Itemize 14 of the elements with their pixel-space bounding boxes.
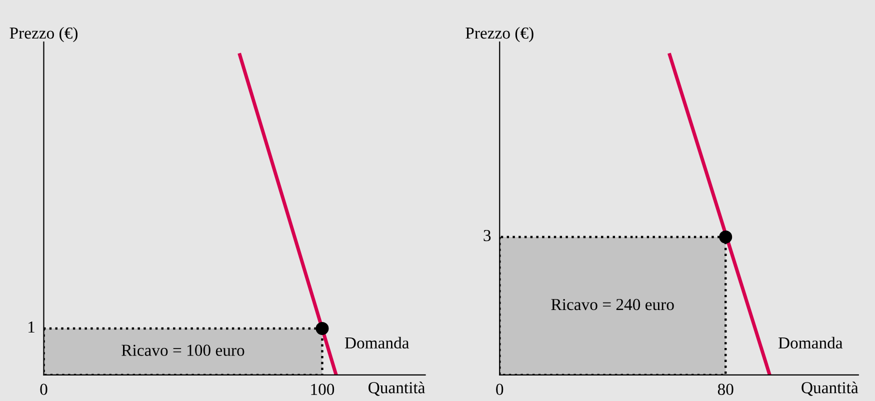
annotation: Domanda: [344, 336, 410, 349]
x-tick-label: 80: [718, 384, 734, 395]
annotation: Domanda: [778, 336, 843, 349]
annotation: Ricavo = 240 euro: [551, 298, 674, 310]
y-axis-title: Prezzo (€): [466, 26, 534, 42]
x-tick-label: 0: [496, 384, 504, 395]
x-tick-label: 0: [40, 384, 48, 395]
x-axis-title: Quantità: [802, 382, 858, 396]
text: 1: [28, 322, 34, 333]
text: 3: [484, 230, 491, 242]
annotation: Ricavo = 100 euro: [122, 344, 244, 356]
x-axis-title: Quantità: [368, 382, 426, 396]
y-axis-title: Prezzo (€): [10, 26, 78, 42]
x-tick-label: 100: [311, 384, 334, 395]
